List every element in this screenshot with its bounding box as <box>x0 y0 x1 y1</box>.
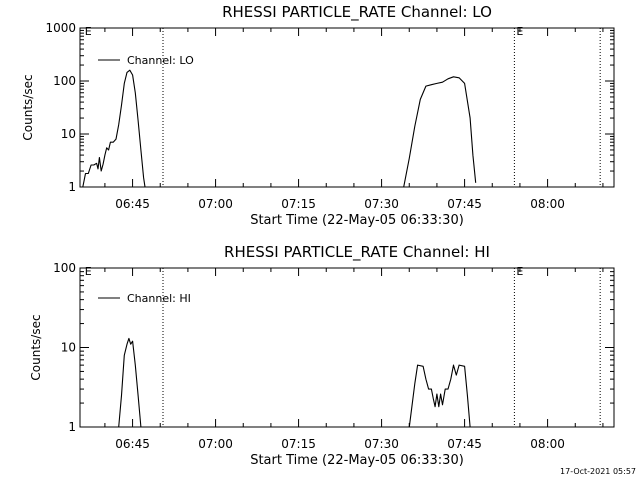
series-line <box>408 364 471 428</box>
x-axis-label: Start Time (22-May-05 06:33:30) <box>250 213 464 228</box>
y-axis-label: Counts/sec <box>29 314 43 380</box>
event-marker-label: E <box>85 25 92 38</box>
y-axis-label: Counts/sec <box>21 74 35 140</box>
y-tick-label: 1 <box>68 420 76 434</box>
y-tick-label: 10 <box>61 127 76 141</box>
x-axis-label: Start Time (22-May-05 06:33:30) <box>250 453 464 468</box>
x-tick-label: 07:15 <box>281 437 316 451</box>
event-marker-label: E <box>85 265 92 278</box>
y-tick-label: 1000 <box>45 21 76 35</box>
x-tick-label: 07:30 <box>364 197 399 211</box>
y-tick-label: 100 <box>53 261 76 275</box>
hi-channel-panel: RHESSI PARTICLE_RATE Channel: HI 06:45 07:… <box>29 243 615 468</box>
series-line <box>403 76 477 188</box>
lo-channel-panel: RHESSI PARTICLE_RATE Channel: LO 06:45 07:… <box>21 3 615 228</box>
series-line <box>118 337 142 428</box>
y-tick-label: 1 <box>68 180 76 194</box>
x-tick-label: 07:45 <box>447 437 482 451</box>
chart-title: RHESSI PARTICLE_RATE Channel: HI <box>224 243 490 262</box>
x-tick-label: 07:00 <box>198 197 233 211</box>
x-tick-label: 06:45 <box>115 197 150 211</box>
x-tick-label: 07:00 <box>198 437 233 451</box>
event-marker-label: E <box>516 25 523 38</box>
x-tick-label: 07:30 <box>364 437 399 451</box>
series-line <box>82 69 146 188</box>
x-tick-label: 08:00 <box>530 437 565 451</box>
x-tick-label: 06:45 <box>115 437 150 451</box>
x-tick-label: 08:00 <box>530 197 565 211</box>
y-tick-label: 10 <box>61 341 76 355</box>
plot-frame <box>79 27 615 188</box>
event-marker-label: E <box>516 265 523 278</box>
legend-label: Channel: HI <box>127 292 191 305</box>
x-tick-label: 07:15 <box>281 197 316 211</box>
legend-label: Channel: LO <box>127 54 194 67</box>
x-tick-label: 07:45 <box>447 197 482 211</box>
chart-title: RHESSI PARTICLE_RATE Channel: LO <box>222 3 492 22</box>
y-tick-label: 100 <box>53 74 76 88</box>
generation-timestamp: 17-Oct-2021 05:57 <box>560 467 636 476</box>
